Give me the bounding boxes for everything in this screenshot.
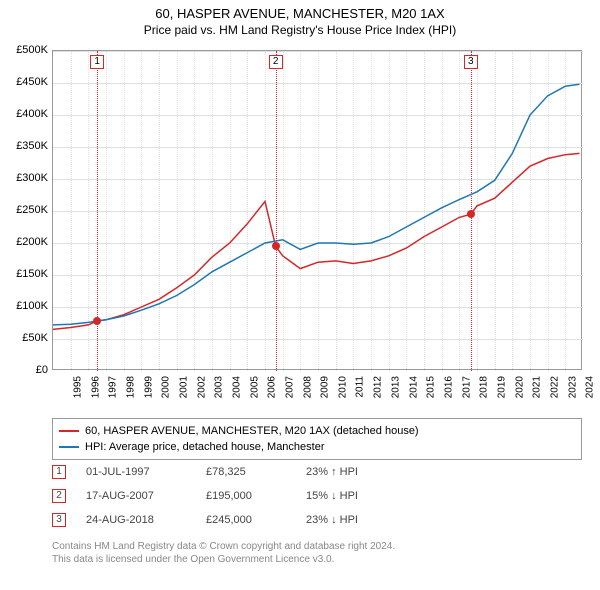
series-line-property — [53, 153, 580, 329]
legend-label: 60, HASPER AVENUE, MANCHESTER, M20 1AX (… — [85, 425, 419, 437]
y-tick-label: £50K — [2, 332, 48, 344]
x-tick-label: 2003 — [214, 376, 225, 398]
event-badge: 3 — [52, 513, 66, 527]
x-tick-label: 2019 — [496, 376, 507, 398]
series-line-hpi — [53, 84, 580, 325]
x-tick-label: 2005 — [249, 376, 260, 398]
x-tick-label: 1998 — [125, 376, 136, 398]
event-price: £78,325 — [206, 466, 306, 478]
event-price: £195,000 — [206, 490, 306, 502]
event-date: 17-AUG-2007 — [86, 490, 206, 502]
legend-row: 60, HASPER AVENUE, MANCHESTER, M20 1AX (… — [59, 423, 575, 439]
event-delta: 23% ↑ HPI — [306, 466, 358, 478]
x-tick-label: 2015 — [426, 376, 437, 398]
event-badge: 2 — [52, 489, 66, 503]
x-tick-label: 2023 — [567, 376, 578, 398]
x-tick-label: 2021 — [532, 376, 543, 398]
x-tick-label: 2018 — [479, 376, 490, 398]
x-tick-label: 2024 — [585, 376, 596, 398]
legend-box: 60, HASPER AVENUE, MANCHESTER, M20 1AX (… — [52, 418, 582, 460]
x-tick-label: 2012 — [373, 376, 384, 398]
y-tick-label: £250K — [2, 204, 48, 216]
event-delta: 15% ↓ HPI — [306, 490, 358, 502]
event-date: 24-AUG-2018 — [86, 514, 206, 526]
sale-marker-line — [276, 51, 277, 371]
chart-subtitle: Price paid vs. HM Land Registry's House … — [0, 23, 600, 37]
x-tick-label: 2016 — [443, 376, 454, 398]
x-tick-label: 2009 — [320, 376, 331, 398]
x-tick-label: 2004 — [231, 376, 242, 398]
sale-point-dot — [93, 317, 101, 325]
x-tick-label: 1997 — [108, 376, 119, 398]
event-row: 3 24-AUG-2018£245,00023% ↓ HPI — [52, 508, 582, 532]
chart-lines-svg — [53, 51, 583, 371]
x-tick-label: 2000 — [161, 376, 172, 398]
x-tick-label: 1996 — [90, 376, 101, 398]
event-row: 1 01-JUL-1997£78,32523% ↑ HPI — [52, 460, 582, 484]
x-tick-label: 2020 — [514, 376, 525, 398]
event-price: £245,000 — [206, 514, 306, 526]
footer-line-1: Contains HM Land Registry data © Crown c… — [52, 540, 582, 553]
x-tick-label: 2014 — [408, 376, 419, 398]
y-tick-label: £100K — [2, 300, 48, 312]
y-tick-label: £450K — [2, 76, 48, 88]
x-tick-label: 2006 — [267, 376, 278, 398]
chart-area: 123 £0£50K£100K£150K£200K£250K£300K£350K… — [52, 50, 582, 370]
event-date: 01-JUL-1997 — [86, 466, 206, 478]
x-tick-label: 2011 — [354, 376, 365, 398]
title-block: 60, HASPER AVENUE, MANCHESTER, M20 1AX P… — [0, 0, 600, 37]
legend-label: HPI: Average price, detached house, Manc… — [85, 441, 325, 453]
event-delta: 23% ↓ HPI — [306, 514, 358, 526]
y-tick-label: £200K — [2, 236, 48, 248]
y-tick-label: £500K — [2, 44, 48, 56]
x-tick-label: 2001 — [178, 376, 189, 398]
x-tick-label: 2022 — [549, 376, 560, 398]
y-tick-label: £400K — [2, 108, 48, 120]
event-row: 2 17-AUG-2007£195,00015% ↓ HPI — [52, 484, 582, 508]
sale-point-dot — [467, 210, 475, 218]
y-tick-label: £350K — [2, 140, 48, 152]
x-tick-label: 2010 — [337, 376, 348, 398]
x-tick-label: 2007 — [284, 376, 295, 398]
sale-point-dot — [272, 242, 280, 250]
x-tick-label: 2008 — [302, 376, 313, 398]
x-tick-label: 2017 — [461, 376, 472, 398]
legend-swatch — [59, 446, 79, 448]
plot-region: 1 2 3 — [52, 50, 582, 370]
chart-title: 60, HASPER AVENUE, MANCHESTER, M20 1AX — [0, 6, 600, 21]
sale-marker-badge: 3 — [464, 55, 478, 69]
footer-attribution: Contains HM Land Registry data © Crown c… — [52, 540, 582, 566]
legend-row: HPI: Average price, detached house, Manc… — [59, 439, 575, 455]
x-tick-label: 1995 — [72, 376, 83, 398]
x-tick-label: 1999 — [143, 376, 154, 398]
sale-marker-badge: 2 — [269, 55, 283, 69]
x-tick-label: 2013 — [390, 376, 401, 398]
events-table: 1 01-JUL-1997£78,32523% ↑ HPI 2 17-AUG-2007… — [52, 460, 582, 532]
y-tick-label: £150K — [2, 268, 48, 280]
sale-marker-badge: 1 — [90, 55, 104, 69]
footer-line-2: This data is licensed under the Open Gov… — [52, 553, 582, 566]
legend-swatch — [59, 430, 79, 432]
y-tick-label: £0 — [2, 364, 48, 376]
x-tick-label: 2002 — [196, 376, 207, 398]
y-tick-label: £300K — [2, 172, 48, 184]
chart-container: 60, HASPER AVENUE, MANCHESTER, M20 1AX P… — [0, 0, 600, 590]
event-badge: 1 — [52, 465, 66, 479]
